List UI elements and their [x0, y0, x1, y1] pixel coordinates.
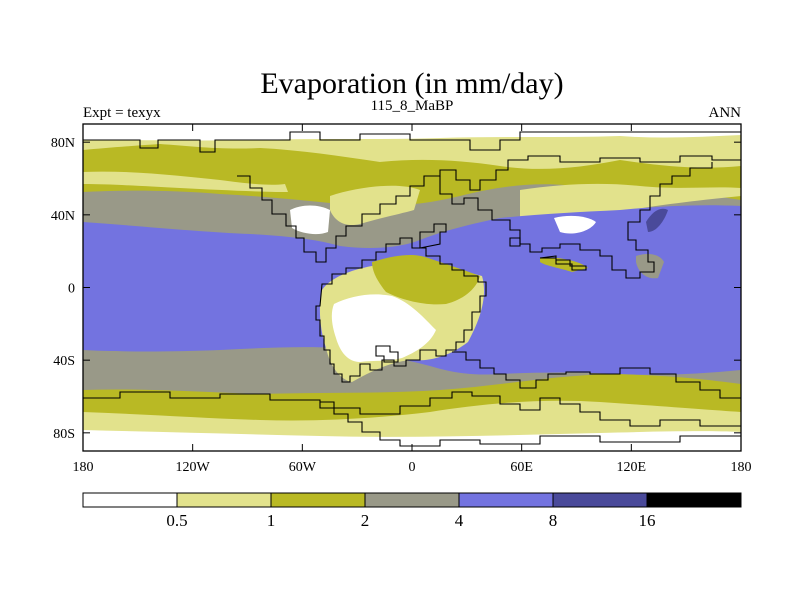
colorbar-label: 16: [639, 511, 656, 530]
coastline: [83, 391, 741, 427]
y-tick-label: 40S: [53, 354, 75, 369]
x-tick-label: 60E: [510, 460, 533, 475]
x-axis: 180 120W 60W 0 60E 120E 180: [73, 124, 752, 475]
y-tick-label: 40N: [51, 209, 75, 224]
x-tick-label: 60W: [289, 460, 317, 475]
coastline: [320, 401, 741, 447]
y-tick-label: 80S: [53, 427, 75, 442]
coastline: [83, 131, 741, 153]
x-tick-label: 180: [73, 460, 94, 475]
band-fill: [83, 124, 741, 141]
colorbar-swatch: [458, 492, 554, 508]
x-tick-label: 180: [731, 460, 752, 475]
coastline: [539, 255, 587, 271]
coastline: [315, 237, 487, 383]
y-tick-label: 0: [68, 282, 75, 297]
coastline: [237, 155, 741, 263]
colorbar-swatch: [364, 492, 460, 508]
colorbar-swatch: [176, 492, 272, 508]
map-title: Evaporation (in mm/day): [260, 67, 563, 100]
coastline: [375, 345, 399, 363]
colorbar-label: 0.5: [166, 511, 187, 530]
band-fill: [646, 208, 668, 232]
coastline: [452, 351, 741, 399]
subtitle-center: 115_8_MaBP: [371, 98, 454, 114]
band-fill: [540, 257, 588, 272]
band-fill: [83, 171, 288, 192]
band-fill: [83, 430, 741, 451]
subtitle-left: Expt = texyx: [83, 105, 161, 121]
coastline: [419, 223, 447, 249]
subtitle-right: ANN: [709, 105, 742, 121]
colorbar: 0.5 1 2 4 8 16: [82, 492, 742, 530]
y-tick-label: 80N: [51, 136, 75, 151]
colorbar-swatch: [270, 492, 366, 508]
colorbar-swatch: [646, 492, 742, 508]
y-axis: 80N 40N 0 40S 80S: [51, 136, 741, 442]
colorbar-label: 4: [455, 511, 464, 530]
colorbar-swatch: [82, 492, 178, 508]
band-fill: [331, 294, 436, 362]
map-panel: [83, 124, 741, 451]
colorbar-swatch: [552, 492, 648, 508]
coastlines: [83, 131, 741, 447]
x-tick-label: 120W: [176, 460, 211, 475]
coastline: [509, 237, 521, 247]
colorbar-label: 1: [267, 511, 276, 530]
band-fill: [290, 205, 330, 235]
band-fill: [372, 255, 480, 305]
band-fill: [554, 215, 596, 234]
coastline: [439, 162, 713, 279]
x-tick-label: 0: [409, 460, 416, 475]
colorbar-label: 8: [549, 511, 558, 530]
colorbar-label: 2: [361, 511, 370, 530]
x-tick-label: 120E: [617, 460, 647, 475]
